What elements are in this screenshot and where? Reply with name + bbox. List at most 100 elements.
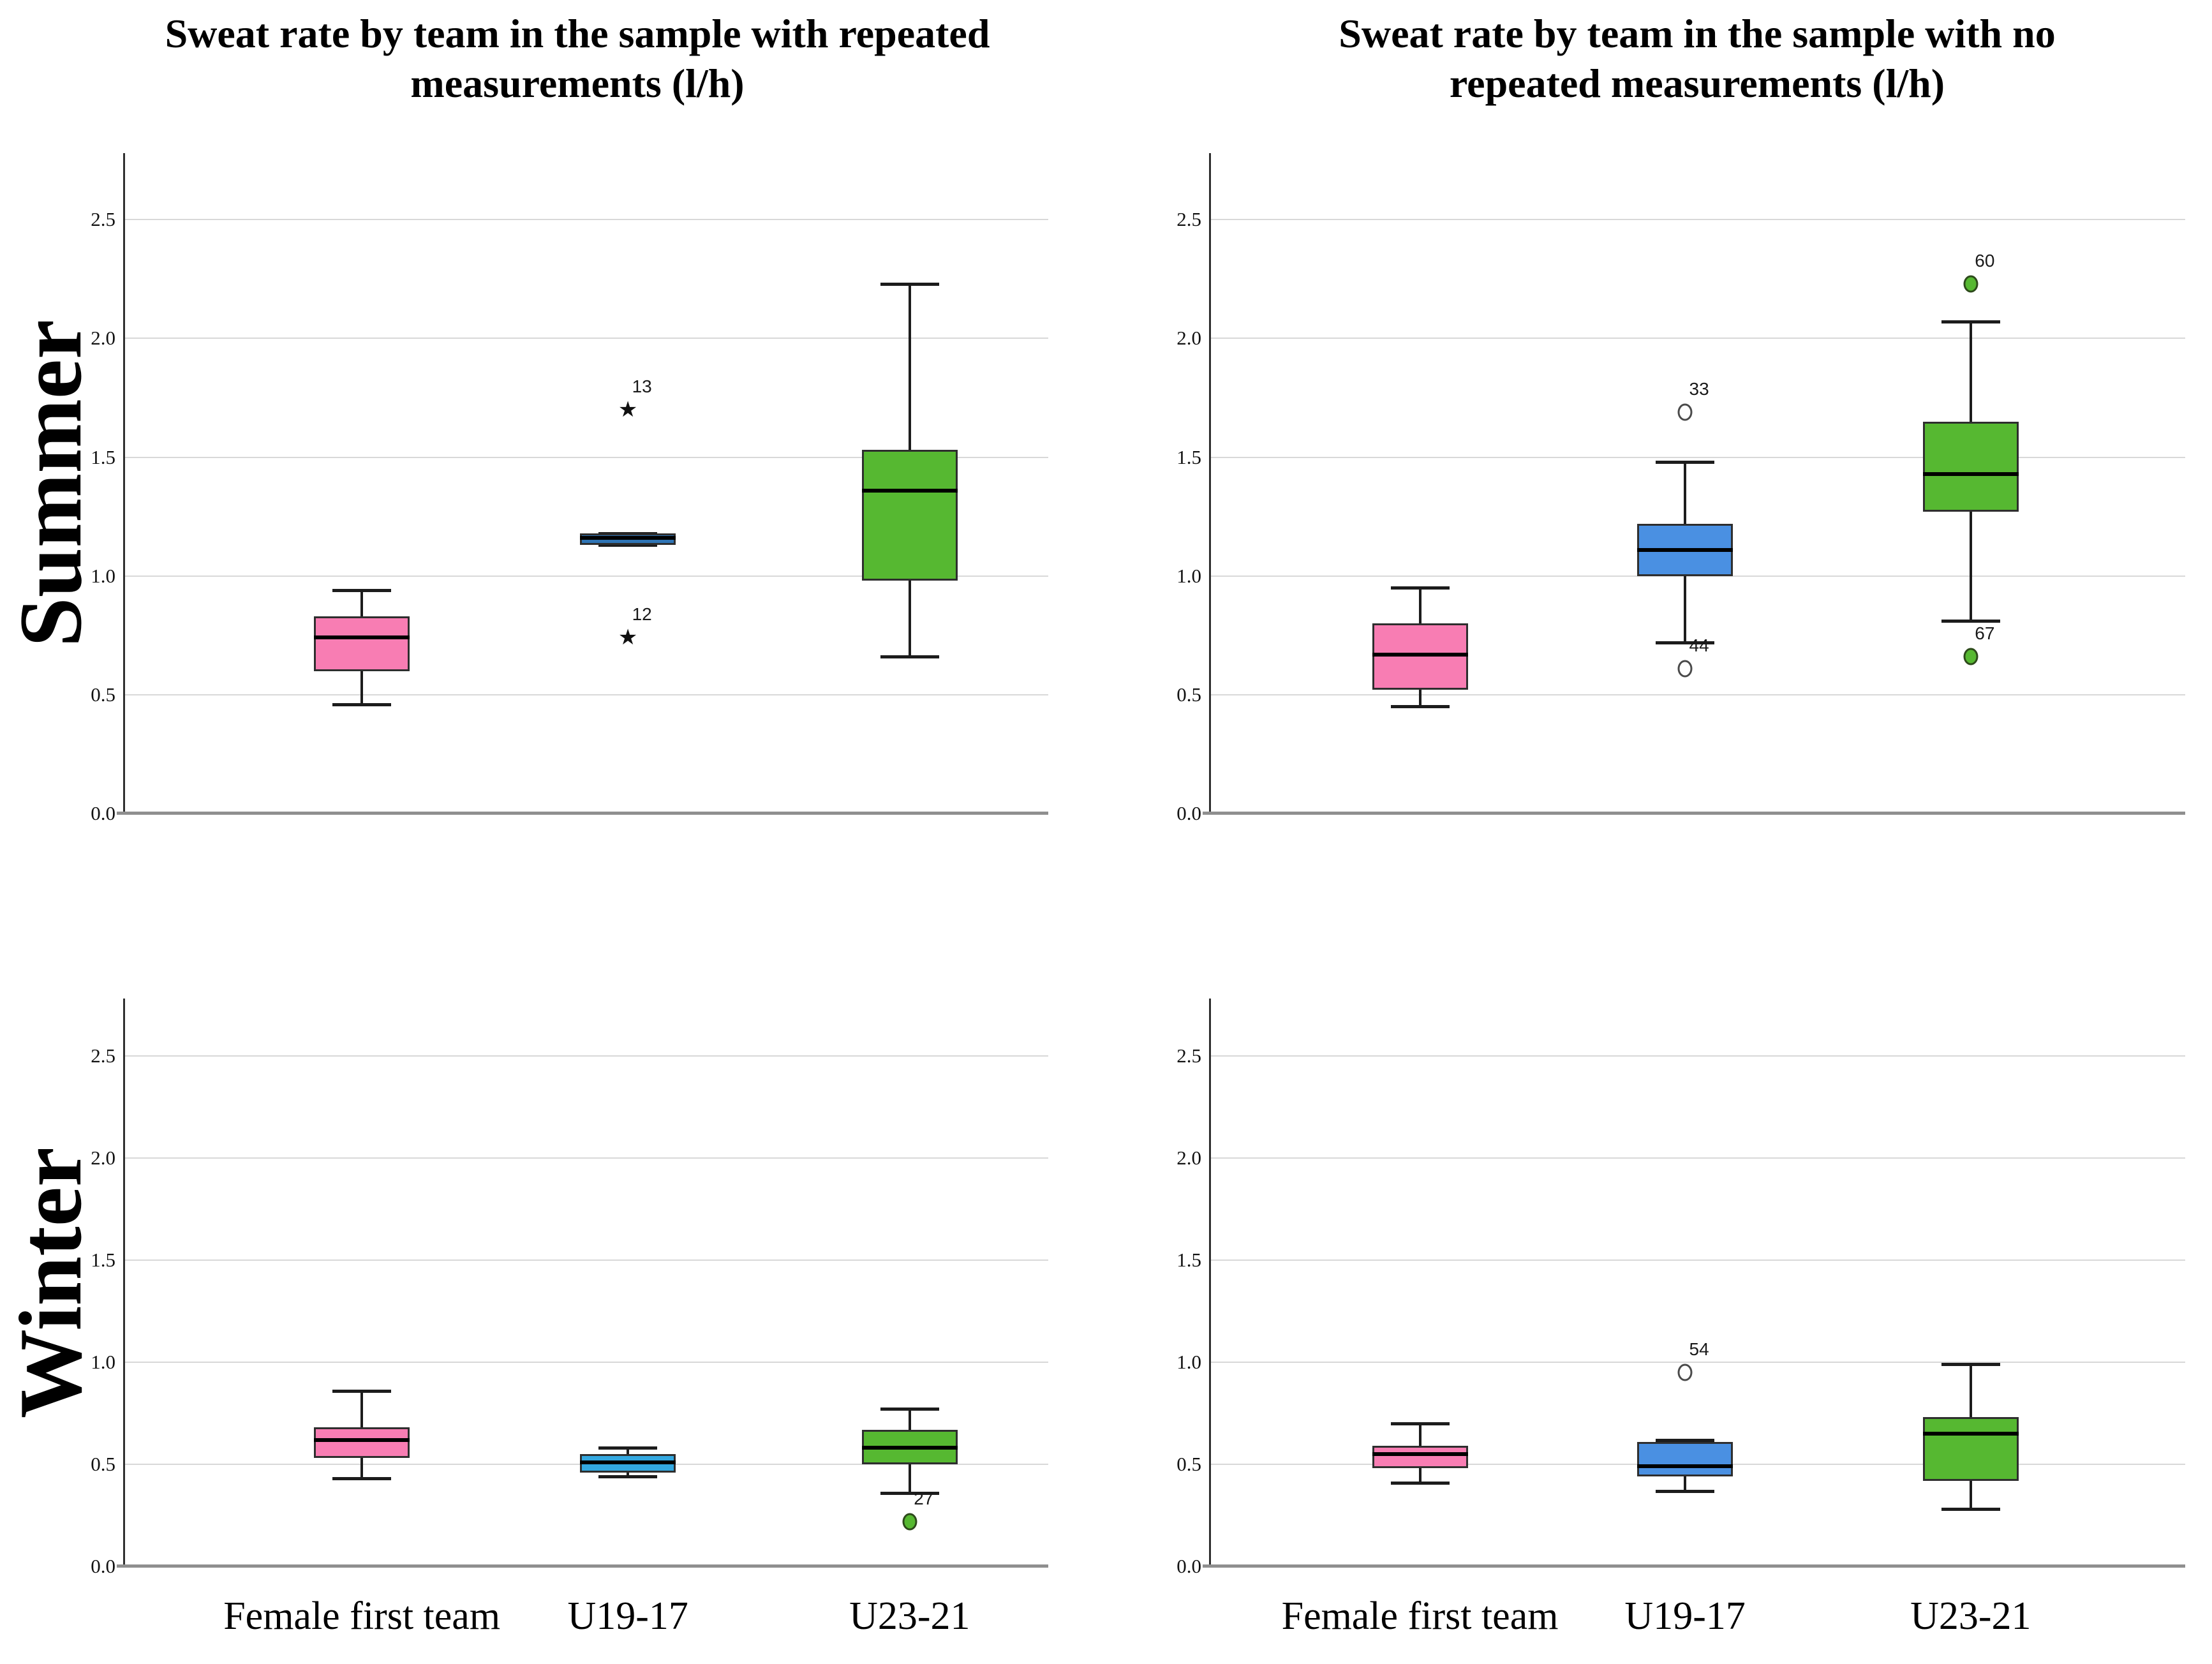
median-line bbox=[1372, 1452, 1468, 1456]
box-u23-21 bbox=[1922, 1417, 2019, 1481]
y-tick-label: 1.0 bbox=[1177, 1350, 1201, 1373]
x-axis-spine bbox=[1203, 1564, 2185, 1568]
y-axis-spine bbox=[1209, 153, 1211, 813]
right-column-title: Sweat rate by team in the sample with no… bbox=[1339, 11, 2056, 107]
y-tick-label: 1.5 bbox=[91, 445, 115, 468]
whisker-cap bbox=[1656, 1489, 1715, 1493]
outlier-marker-filled-circle bbox=[1963, 275, 1978, 293]
median-line bbox=[580, 1460, 676, 1464]
gridline bbox=[1210, 1259, 2185, 1261]
y-tick-label: 0.5 bbox=[1177, 683, 1201, 706]
y-tick-label: 1.0 bbox=[91, 564, 115, 587]
whisker-cap bbox=[332, 589, 392, 593]
gridline bbox=[124, 1157, 1048, 1159]
box-u19-17 bbox=[1637, 1441, 1733, 1477]
x-category-label-u23-21: U23-21 bbox=[1910, 1594, 2031, 1638]
gridline bbox=[124, 1361, 1048, 1363]
whisker-cap bbox=[880, 1408, 939, 1411]
whisker-cap bbox=[598, 544, 658, 547]
median-line bbox=[1637, 1464, 1733, 1469]
left-column-title: Sweat rate by team in the sample with re… bbox=[165, 11, 990, 107]
gridline bbox=[124, 694, 1048, 695]
whisker-cap bbox=[1390, 586, 1450, 590]
whisker-cap bbox=[332, 1389, 392, 1393]
median-line bbox=[580, 536, 676, 540]
y-tick-label: 2.0 bbox=[1177, 1146, 1201, 1169]
y-tick-label: 0.0 bbox=[1177, 802, 1201, 824]
x-category-label-u19-17: U19-17 bbox=[567, 1594, 688, 1638]
y-tick-label: 2.5 bbox=[91, 1044, 115, 1067]
row-label-summer: Summer bbox=[0, 153, 107, 813]
y-tick-label: 2.5 bbox=[1177, 1044, 1201, 1067]
panel-summer-no-repeated: 0.0 0.5 1.0 1.5 2.0 2.5 33 44 60 67 bbox=[1177, 153, 2185, 824]
row-label-summer-text: Summer bbox=[1, 319, 101, 648]
whisker-cap bbox=[1390, 705, 1450, 709]
y-tick-label: 2.0 bbox=[1177, 327, 1201, 350]
whisker-cap bbox=[880, 1491, 939, 1495]
gridline bbox=[124, 456, 1048, 458]
box-female-first-team bbox=[1372, 623, 1468, 690]
outlier-label: 13 bbox=[632, 376, 652, 397]
row-label-winter-text: Winter bbox=[1, 1147, 101, 1418]
median-line bbox=[1922, 472, 2019, 476]
whisker-cap bbox=[880, 655, 939, 659]
y-tick-label: 0.5 bbox=[1177, 1452, 1201, 1475]
x-category-label-female-first-team: Female first team bbox=[223, 1594, 501, 1638]
outlier-marker-star: ★ bbox=[618, 397, 638, 423]
y-tick-label: 0.0 bbox=[91, 802, 115, 824]
y-tick-label: 0.5 bbox=[91, 1452, 115, 1475]
outlier-label: 27 bbox=[914, 1488, 934, 1508]
gridline bbox=[124, 1055, 1048, 1057]
whisker-cap bbox=[598, 1446, 658, 1450]
whisker-cap bbox=[1656, 1438, 1715, 1442]
gridline bbox=[1210, 575, 2185, 577]
y-tick-label: 2.5 bbox=[1177, 208, 1201, 231]
whisker-cap bbox=[598, 1475, 658, 1479]
outlier-marker-filled-circle bbox=[1963, 648, 1978, 665]
outlier-label: 12 bbox=[632, 604, 652, 625]
gridline bbox=[1210, 1055, 2185, 1057]
outlier-label: 44 bbox=[1689, 635, 1709, 655]
y-tick-label: 1.5 bbox=[91, 1248, 115, 1271]
whisker-cap bbox=[1656, 641, 1715, 644]
outlier-label: 67 bbox=[1975, 623, 1995, 644]
whisker-cap bbox=[1941, 1508, 2000, 1512]
outlier-marker-open-circle bbox=[1677, 1363, 1693, 1381]
outlier-marker-star: ★ bbox=[618, 625, 638, 651]
outlier-marker-filled-circle bbox=[902, 1513, 917, 1531]
median-line bbox=[861, 1446, 958, 1450]
gridline bbox=[124, 1259, 1048, 1261]
x-axis-labels-left: Female first team U19-17 U23-21 bbox=[124, 1594, 1048, 1658]
y-tick-label: 0.0 bbox=[1177, 1555, 1201, 1577]
y-tick-label: 0.0 bbox=[91, 1555, 115, 1577]
whisker-cap bbox=[1941, 320, 2000, 324]
whisker-cap bbox=[880, 282, 939, 286]
x-category-label-female-first-team: Female first team bbox=[1281, 1594, 1559, 1638]
panel-summer-repeated: 0.0 0.5 1.0 1.5 2.0 2.5 ★ 13 ★ 12 bbox=[91, 153, 1048, 824]
gridline bbox=[1210, 1157, 2185, 1159]
gridline bbox=[1210, 338, 2185, 339]
outlier-label: 60 bbox=[1975, 250, 1995, 271]
median-line bbox=[314, 1437, 410, 1442]
gridline bbox=[1210, 456, 2185, 458]
y-tick-label: 2.0 bbox=[91, 1146, 115, 1169]
gridline bbox=[1210, 694, 2185, 695]
whisker-cap bbox=[1941, 1363, 2000, 1367]
whisker-cap bbox=[332, 702, 392, 706]
outlier-label: 33 bbox=[1689, 378, 1709, 399]
outlier-marker-open-circle bbox=[1677, 660, 1693, 678]
y-tick-label: 1.5 bbox=[1177, 1248, 1201, 1271]
y-axis-spine bbox=[123, 153, 125, 813]
y-tick-label: 2.0 bbox=[91, 327, 115, 350]
whisker-cap bbox=[1390, 1422, 1450, 1425]
y-axis-spine bbox=[123, 999, 125, 1566]
x-axis-spine bbox=[117, 812, 1048, 815]
outlier-label: 54 bbox=[1689, 1339, 1709, 1359]
x-axis-labels-right: Female first team U19-17 U23-21 bbox=[1210, 1594, 2185, 1658]
panel-winter-repeated: 0.0 0.5 1.0 1.5 2.0 2.5 27 bbox=[91, 999, 1048, 1577]
x-axis-spine bbox=[1203, 812, 2185, 815]
median-line bbox=[861, 488, 958, 493]
gridline bbox=[1210, 1361, 2185, 1363]
box-u23-21 bbox=[861, 450, 958, 581]
y-tick-label: 0.5 bbox=[91, 683, 115, 706]
